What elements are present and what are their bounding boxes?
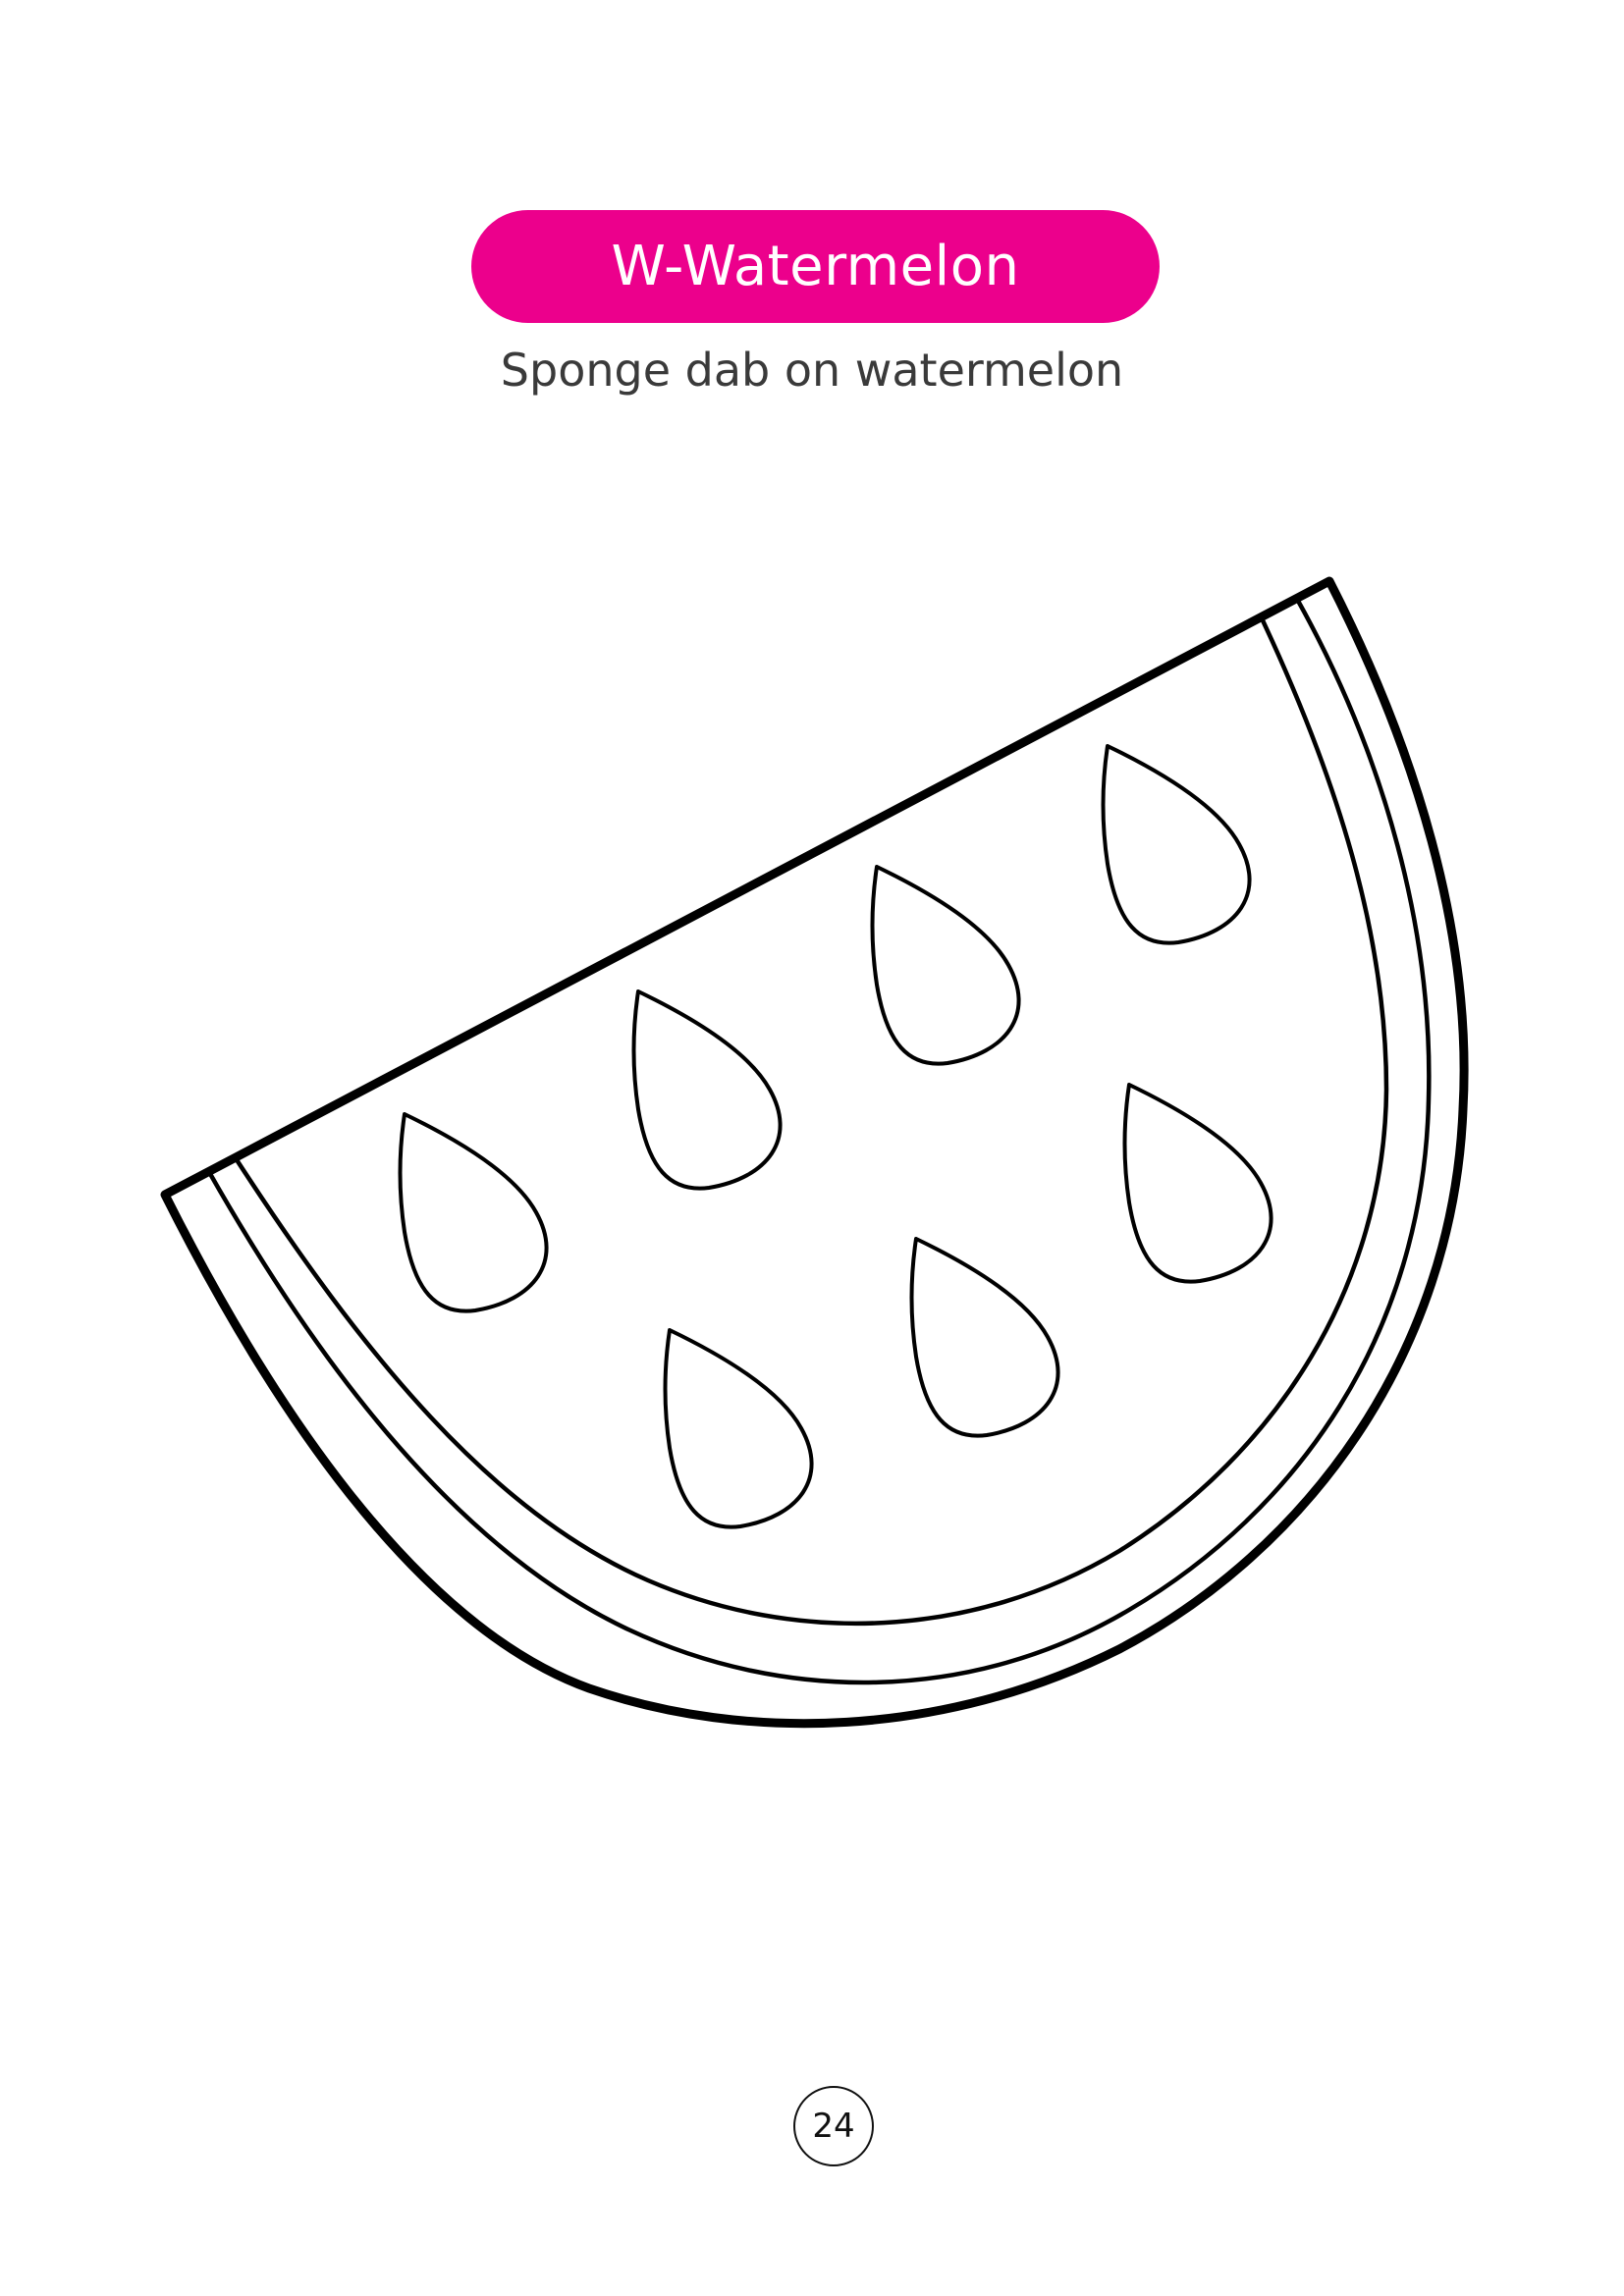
- seed: [631, 989, 783, 1191]
- title-banner: W-Watermelon: [471, 210, 1160, 323]
- seed: [909, 1237, 1060, 1438]
- page-number-badge: 24: [793, 2086, 874, 2166]
- page-title: W-Watermelon: [611, 235, 1020, 298]
- watermelon-outer-rind: [160, 576, 1469, 1729]
- instruction-text: Sponge dab on watermelon: [500, 344, 1124, 397]
- seed: [1101, 744, 1252, 945]
- seed: [398, 1112, 549, 1313]
- seed: [1122, 1083, 1273, 1284]
- seed: [870, 865, 1021, 1066]
- page-number: 24: [812, 2107, 855, 2146]
- seed: [663, 1328, 814, 1529]
- watermelon-flesh-edge: [233, 617, 1389, 1627]
- watermelon-inner-rind: [206, 598, 1432, 1685]
